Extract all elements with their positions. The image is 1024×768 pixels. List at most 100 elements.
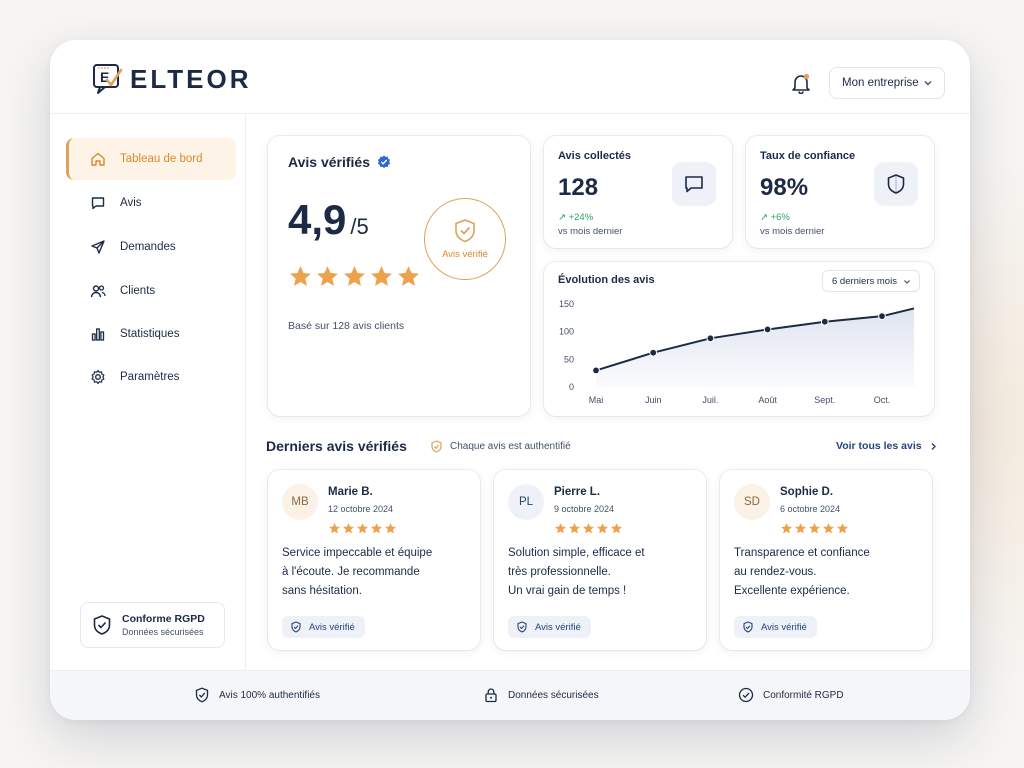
- stat-value: 98%: [760, 174, 809, 201]
- review-text: Solution simple, efficace et très profess…: [508, 544, 698, 601]
- avatar: PL: [508, 484, 544, 520]
- footer-item-label: Données sécurisées: [508, 689, 599, 701]
- review-text-line: au rendez-vous.: [734, 566, 817, 578]
- footer-item-label: Avis 100% authentifiés: [219, 689, 320, 701]
- chat-icon: [91, 197, 105, 210]
- star-icon: [823, 523, 834, 534]
- sidebar-item-clients[interactable]: Clients: [66, 270, 236, 312]
- stat-title: Avis collectés: [558, 150, 631, 162]
- review-text-line: Service impeccable et équipe: [282, 547, 433, 559]
- review-text-line: Un vrai gain de temps !: [508, 585, 627, 597]
- sidebar-item-requests[interactable]: Demandes: [66, 226, 236, 268]
- top-header: E ELTEOR Mon entreprise: [50, 40, 970, 114]
- lock-icon: [485, 688, 497, 703]
- sidebar-item-statistics[interactable]: Statistiques: [66, 313, 236, 355]
- chat-icon: [685, 176, 703, 193]
- verified-review-badge-label: Avis vérifié: [761, 621, 807, 633]
- shield-check-icon: [195, 687, 209, 703]
- star-icon: [611, 523, 622, 534]
- star-icon: [385, 523, 396, 534]
- stat-delta: ↗ +6%: [760, 212, 790, 223]
- sidebar-item-settings[interactable]: Paramètres: [66, 356, 236, 398]
- star-icon: [317, 266, 338, 286]
- company-selector[interactable]: Mon entreprise: [829, 67, 945, 99]
- home-icon: [91, 152, 105, 166]
- verified-card-title: Avis vérifiés: [288, 154, 391, 170]
- data-point: [763, 325, 772, 334]
- verified-card-title-text: Avis vérifiés: [288, 154, 370, 170]
- x-tick-label: Mai: [589, 395, 604, 405]
- authenticity-note-text: Chaque avis est authentifié: [450, 441, 571, 452]
- shield-icon: [887, 174, 905, 194]
- shield-check-icon: [743, 621, 753, 633]
- y-tick-label: 150: [559, 299, 574, 309]
- sidebar-item-reviews[interactable]: Avis: [66, 182, 236, 224]
- avatar: MB: [282, 484, 318, 520]
- sidebar: Tableau de bord Avis Demandes Clients St…: [50, 114, 246, 670]
- review-card: MB Marie B. 12 octobre 2024 Service impe…: [268, 470, 480, 650]
- sidebar-item-dashboard[interactable]: Tableau de bord: [66, 138, 236, 180]
- reviewer-name: Marie B.: [328, 486, 373, 498]
- sidebar-item-label: Paramètres: [120, 371, 180, 383]
- verified-review-badge-label: Avis vérifié: [309, 621, 355, 633]
- stat-icon-box: [874, 162, 918, 206]
- y-tick-label: 0: [569, 382, 574, 392]
- shield-check-icon: [431, 440, 442, 453]
- stat-delta: ↗ +24%: [558, 212, 594, 223]
- notification-bell-icon[interactable]: [790, 72, 812, 94]
- period-selector[interactable]: 6 derniers mois: [822, 270, 920, 292]
- star-icon: [290, 266, 311, 286]
- send-icon: [91, 240, 105, 254]
- stat-card-trust: Taux de confiance 98% ↗ +6% vs mois dern…: [746, 136, 934, 248]
- review-date: 6 octobre 2024: [780, 504, 841, 514]
- verified-review-badge: Avis vérifié: [508, 616, 591, 638]
- shield-check-icon: [455, 219, 475, 243]
- star-icon: [597, 523, 608, 534]
- stat-icon-box: [672, 162, 716, 206]
- avatar-initials: MB: [291, 496, 309, 508]
- gdpr-title: Conforme RGPD: [122, 613, 205, 625]
- logo-mark-icon: E: [93, 64, 123, 94]
- star-icon: [329, 523, 340, 534]
- review-text-line: à l'écoute. Je recommande: [282, 566, 420, 578]
- y-tick-label: 100: [559, 327, 574, 337]
- review-text-line: très professionnelle.: [508, 566, 611, 578]
- x-tick-label: Oct.: [874, 395, 891, 405]
- review-card: PL Pierre L. 9 octobre 2024 Solution sim…: [494, 470, 706, 650]
- review-stars: [554, 522, 624, 535]
- authenticity-note: Chaque avis est authentifié: [430, 440, 571, 453]
- verified-seal: Avis vérifié: [424, 198, 506, 280]
- verified-reviews-card: Avis vérifiés 4,9 /5 Avis vérifié Basé s…: [268, 136, 530, 416]
- review-text-line: sans hésitation.: [282, 585, 362, 597]
- brand-logo[interactable]: E ELTEOR: [92, 62, 252, 96]
- x-tick-label: Juil.: [702, 395, 718, 405]
- stat-subtitle: vs mois dernier: [558, 226, 623, 237]
- verified-badge-icon: [377, 155, 391, 169]
- verified-review-badge-label: Avis vérifié: [535, 621, 581, 633]
- star-icon: [837, 523, 848, 534]
- company-selector-label: Mon entreprise: [842, 77, 919, 89]
- star-icon: [583, 523, 594, 534]
- data-point: [878, 312, 886, 321]
- star-icon: [371, 523, 382, 534]
- stat-card-collected: Avis collectés 128 ↗ +24% vs mois dernie…: [544, 136, 732, 248]
- footer-item-secure: Données sécurisées: [483, 687, 599, 703]
- reviewer-name: Pierre L.: [554, 486, 601, 498]
- review-stars: [780, 522, 850, 535]
- see-all-reviews-link[interactable]: Voir tous les avis: [836, 440, 938, 452]
- star-icon: [795, 523, 806, 534]
- x-tick-label: Août: [758, 395, 777, 405]
- stat-subtitle: vs mois dernier: [760, 226, 825, 237]
- trust-footer: Avis 100% authentifiés Données sécurisée…: [50, 670, 970, 720]
- star-rating: [288, 264, 423, 289]
- verified-review-badge: Avis vérifié: [282, 616, 365, 638]
- star-icon: [357, 523, 368, 534]
- bar-chart-icon: [91, 328, 105, 341]
- review-date: 12 octobre 2024: [328, 504, 394, 514]
- gdpr-subtitle: Données sécurisées: [122, 627, 204, 637]
- rating-max: /5: [350, 214, 369, 239]
- review-stars: [328, 522, 398, 535]
- app-window: E ELTEOR Mon entreprise Tableau de bord: [50, 40, 970, 720]
- gdpr-compliance-box: Conforme RGPD Données sécurisées: [80, 602, 225, 648]
- brand-name: ELTEOR: [130, 63, 252, 94]
